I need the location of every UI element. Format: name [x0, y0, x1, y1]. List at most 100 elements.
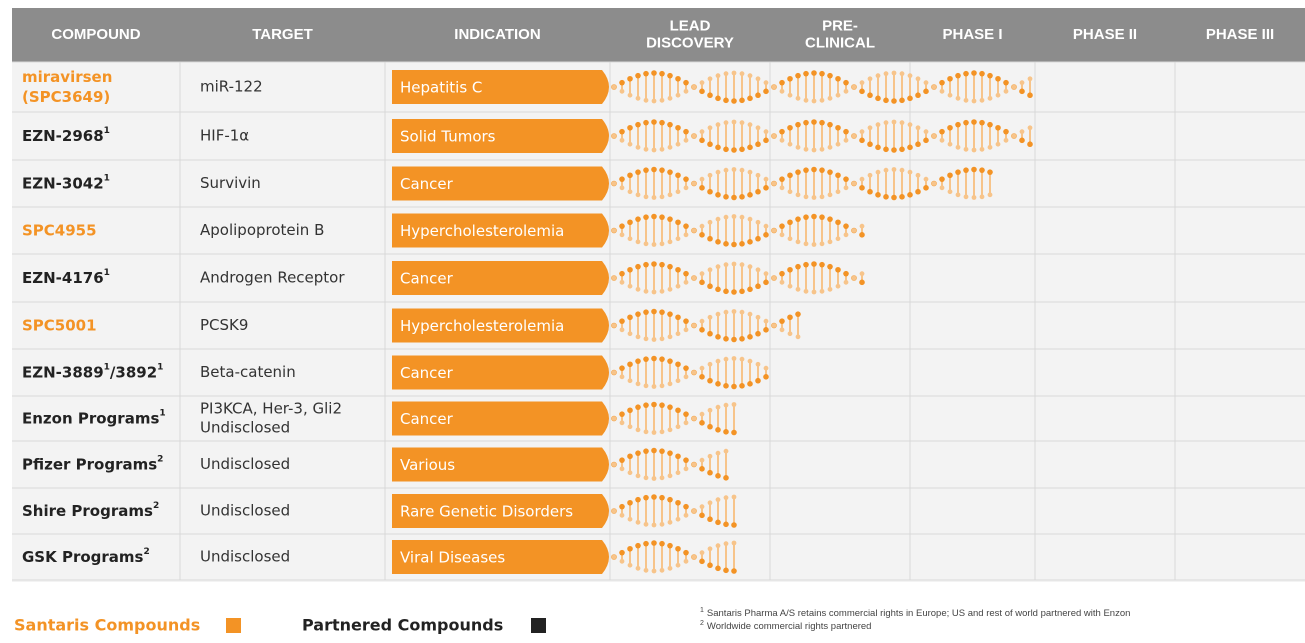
helix-dot [996, 93, 1001, 98]
target: Apolipoprotein B [200, 221, 324, 239]
helix-dot [612, 228, 617, 233]
helix-dot [820, 241, 825, 246]
helix-dot [675, 314, 681, 320]
helix-dot [739, 98, 745, 104]
helix-dot [844, 138, 849, 143]
helix-dot [940, 138, 945, 143]
helix-dot [635, 450, 641, 456]
helix-dot [972, 195, 977, 200]
helix-dot [963, 71, 969, 77]
helix-dot [835, 219, 841, 225]
helix-dot [995, 76, 1001, 82]
compound-text: EZN-3042 [22, 174, 104, 192]
helix-dot [788, 331, 793, 336]
helix-dot [668, 96, 673, 101]
helix-dot [699, 466, 705, 472]
helix-dot [619, 80, 625, 86]
helix-dot [971, 167, 977, 173]
helix-dot [723, 522, 729, 528]
helix-dot [947, 76, 953, 82]
helix-dot [683, 80, 689, 86]
helix-dot [780, 327, 785, 332]
helix-dot [628, 331, 633, 336]
target: HIF-1α [200, 127, 249, 145]
helix-dot [652, 290, 657, 295]
helix-dot [724, 357, 729, 362]
helix-dot [828, 192, 833, 197]
helix-dot [788, 284, 793, 289]
helix-dot [667, 497, 673, 503]
helix-dot [772, 228, 777, 233]
helix-dot [1020, 80, 1025, 85]
helix-dot [835, 172, 841, 178]
helix-dot [860, 177, 865, 182]
compound-name: (SPC3649) [22, 88, 110, 106]
helix-dot [804, 241, 809, 246]
helix-dot [747, 145, 753, 151]
helix-dot [836, 93, 841, 98]
helix-dot [748, 264, 753, 269]
indication: Rare Genetic Disorders [400, 503, 573, 521]
helix-dot [740, 120, 745, 125]
helix-dot [684, 138, 689, 143]
helix-dot [668, 381, 673, 386]
helix-dot [627, 76, 633, 82]
helix-dot [668, 473, 673, 478]
helix-dot [724, 120, 729, 125]
helix-dot [732, 402, 737, 407]
helix-dot [643, 262, 649, 268]
helix-dot [708, 76, 713, 81]
helix-dot [748, 170, 753, 175]
header-label: DISCOVERY [646, 34, 734, 51]
legend-santaris: Santaris Compounds [14, 616, 200, 635]
helix-dot [675, 125, 681, 131]
helix-dot [708, 408, 713, 413]
helix-dot [636, 520, 641, 525]
indication: Hypercholesterolemia [400, 317, 564, 335]
helix-dot [620, 280, 625, 285]
helix-dot [787, 267, 793, 273]
helix-dot [652, 430, 657, 435]
helix-dot [916, 173, 921, 178]
helix-dot [748, 217, 753, 222]
helix-dot [699, 232, 705, 238]
helix-dot [828, 287, 833, 292]
helix-dot [772, 323, 777, 328]
helix-dot [699, 89, 705, 95]
helix-dot [747, 239, 753, 245]
helix-dot [644, 522, 649, 527]
compound-text: Pfizer Programs [22, 455, 157, 473]
helix-dot [756, 173, 761, 178]
helix-dot [628, 424, 633, 429]
helix-dot [836, 189, 841, 194]
footnote-mark: 2 [700, 620, 704, 627]
helix-dot [940, 89, 945, 94]
helix-dot [667, 169, 673, 175]
helix-dot [723, 336, 729, 342]
helix-dot [723, 98, 729, 104]
helix-dot [731, 430, 737, 436]
compound-text: GSK Programs [22, 548, 144, 566]
helix-dot [700, 550, 705, 555]
helix-dot [716, 497, 721, 502]
helix-dot [619, 223, 625, 229]
helix-dot [1012, 85, 1017, 90]
helix-dot [860, 129, 865, 134]
header-label: TARGET [252, 26, 313, 43]
helix-dot [852, 134, 857, 139]
helix-dot [756, 267, 761, 272]
helix-dot [1012, 134, 1017, 139]
helix-dot [715, 381, 721, 387]
helix-dot [652, 523, 657, 528]
helix-dot [859, 280, 865, 286]
helix-dot [715, 192, 721, 198]
helix-dot [748, 73, 753, 78]
helix-dot [620, 513, 625, 518]
helix-dot [636, 473, 641, 478]
helix-dot [883, 194, 889, 200]
pipeline: COMPOUNDTARGETINDICATIONLEADDISCOVERYPRE… [0, 0, 1305, 639]
helix-dot [804, 194, 809, 199]
helix-dot [987, 122, 993, 128]
helix-dot [915, 189, 921, 195]
helix-dot [900, 71, 905, 76]
